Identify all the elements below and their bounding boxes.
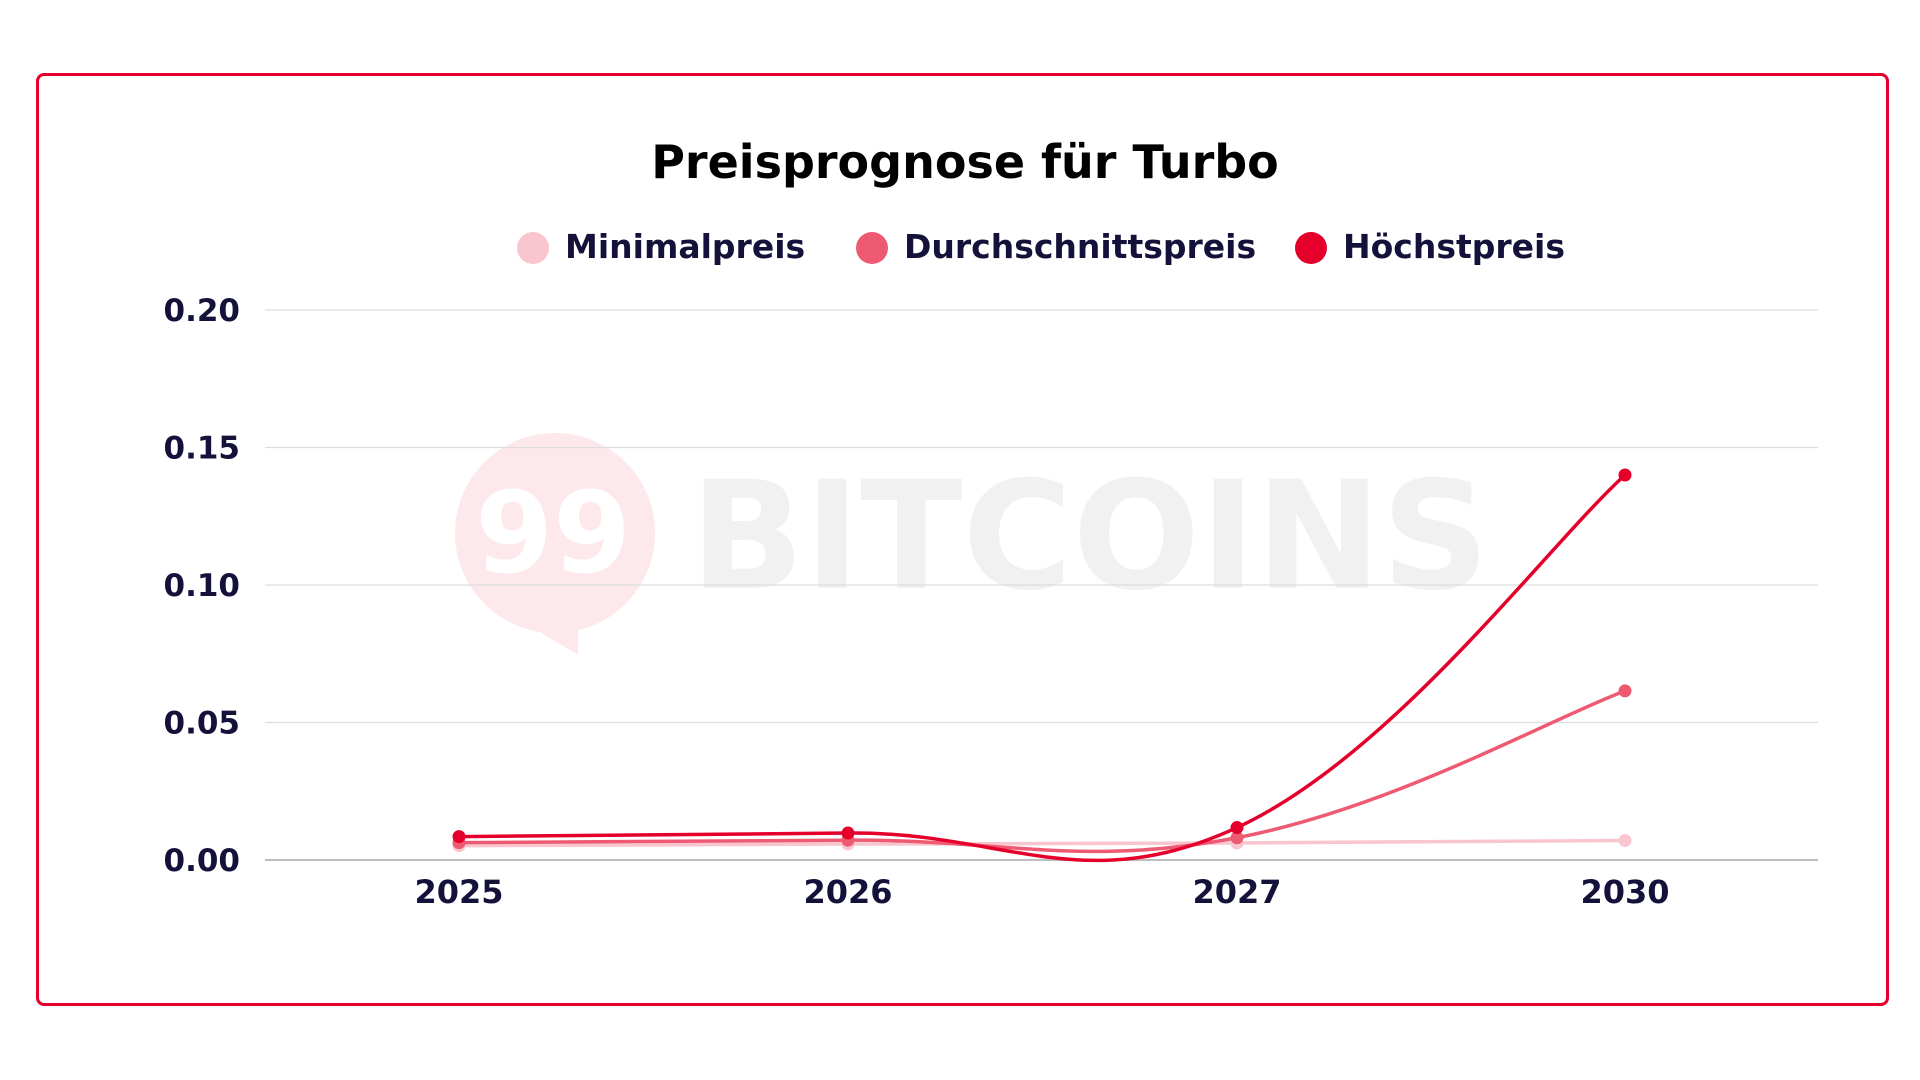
x-tick-label: 2025: [414, 873, 503, 911]
legend-item: Höchstpreis: [1295, 227, 1565, 266]
chart-title: Preisprognose für Turbo: [651, 135, 1279, 189]
data-point: [1230, 831, 1244, 845]
watermark-badge-text: 99: [475, 469, 631, 599]
series-line: [457, 838, 1627, 848]
legend-item: Minimalpreis: [517, 227, 805, 266]
data-point: [1618, 833, 1632, 847]
series-3: [452, 468, 1632, 863]
watermark-badge-tail: [520, 620, 578, 655]
y-axis: 0.00 0.05 0.10 0.15 0.20: [164, 293, 241, 879]
legend-label: Minimalpreis: [565, 227, 805, 266]
legend-item: Durchschnittspreis: [856, 227, 1256, 266]
x-tick-label: 2026: [803, 873, 892, 911]
x-axis: 2025 2026 2027 2030: [414, 873, 1669, 911]
legend-label: Durchschnittspreis: [904, 227, 1256, 266]
legend-marker: [1295, 232, 1327, 264]
legend-marker: [517, 232, 549, 264]
legend-marker: [856, 232, 888, 264]
series-line: [457, 473, 1627, 863]
y-tick-label: 0.00: [164, 843, 241, 879]
watermark: 99 BITCOINS: [455, 433, 1489, 655]
series-line: [457, 689, 1627, 854]
legend: Minimalpreis Durchschnittspreis Höchstprei…: [517, 227, 1565, 266]
data-point: [841, 826, 855, 840]
legend-label: Höchstpreis: [1343, 227, 1565, 266]
data-point: [1618, 684, 1632, 698]
y-tick-label: 0.20: [164, 293, 241, 329]
series-group: [452, 468, 1632, 863]
watermark-badge: [455, 433, 655, 633]
y-tick-label: 0.10: [164, 568, 241, 604]
y-tick-label: 0.05: [164, 706, 241, 742]
y-tick-label: 0.15: [164, 431, 241, 467]
data-point: [452, 830, 466, 844]
chart-frame: [36, 73, 1889, 1006]
x-tick-label: 2030: [1580, 873, 1669, 911]
watermark-text: BITCOINS: [690, 450, 1489, 624]
data-point: [1618, 468, 1632, 482]
series-2: [452, 684, 1632, 854]
data-point: [1230, 821, 1244, 835]
x-tick-label: 2027: [1192, 873, 1281, 911]
grid: [265, 309, 1818, 861]
